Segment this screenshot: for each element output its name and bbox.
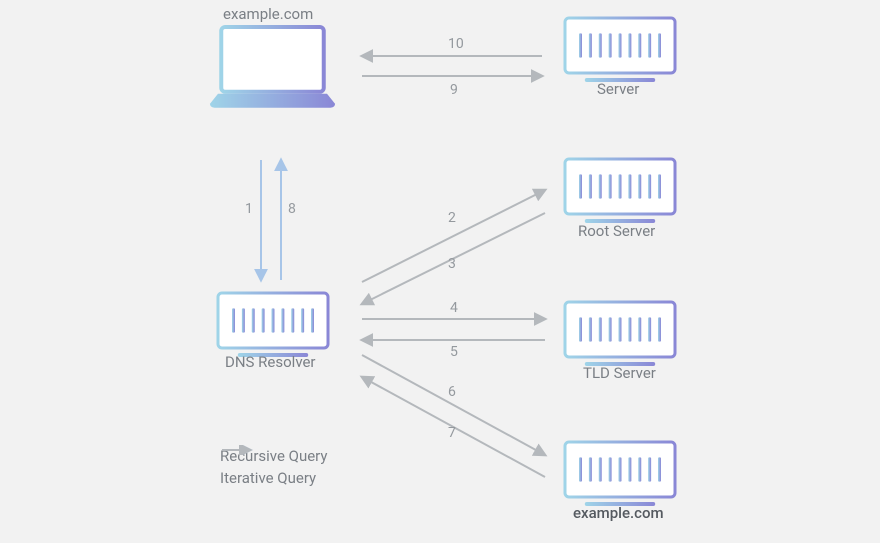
label-tld: TLD Server [583,364,656,382]
label-server: Server [597,80,639,98]
step-label-9: 9 [450,82,458,98]
server-icon [565,18,675,82]
label-root: Root Server [578,222,655,240]
step-label-7: 7 [448,425,456,441]
step-label-3: 3 [448,256,456,272]
legend: Recursive Query Iterative Query [220,445,328,489]
legend-row-iterative: Iterative Query [220,467,328,489]
laptop-icon [210,27,335,108]
step-label-5: 5 [450,344,458,360]
legend-label: Iterative Query [220,469,316,487]
label-auth: example.com [573,504,664,522]
step-label-1: 1 [245,201,253,217]
label-resolver: DNS Resolver [225,353,316,371]
tld-server-icon [565,302,675,366]
step-label-4: 4 [450,300,458,316]
label-laptop: example.com [223,5,313,23]
root-server-icon [565,159,675,223]
step-label-8: 8 [288,201,296,217]
auth-server-icon [565,442,675,506]
step-label-2: 2 [448,210,456,226]
step-label-10: 10 [448,36,464,52]
dns-resolver-icon [218,293,328,357]
step-label-6: 6 [448,384,456,400]
diagram-canvas [0,0,880,543]
